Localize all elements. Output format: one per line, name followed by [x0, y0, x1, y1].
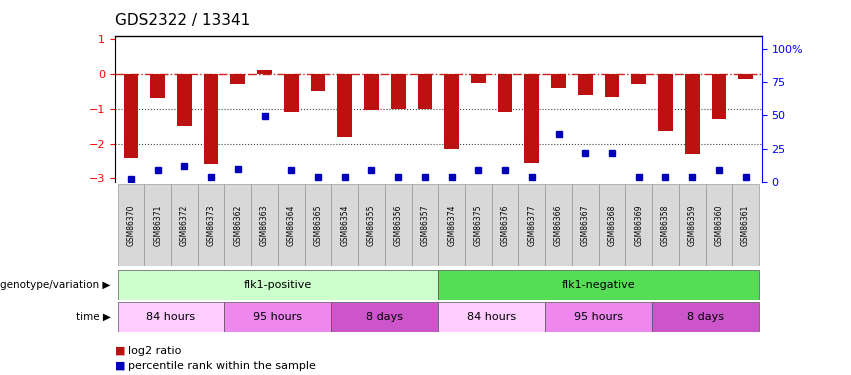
Bar	[732, 184, 759, 266]
Bar	[498, 74, 512, 112]
Bar	[524, 74, 540, 163]
Bar	[358, 184, 385, 266]
Bar	[225, 184, 251, 266]
Bar	[177, 74, 191, 126]
Bar	[652, 184, 679, 266]
Text: GDS2322 / 13341: GDS2322 / 13341	[115, 13, 250, 28]
Bar	[438, 184, 465, 266]
Bar	[225, 302, 331, 332]
Bar	[438, 302, 545, 332]
Text: GSM86363: GSM86363	[260, 204, 269, 246]
Text: GSM86358: GSM86358	[661, 204, 670, 246]
Text: 95 hours: 95 hours	[574, 312, 623, 322]
Bar	[598, 184, 625, 266]
Text: GSM86362: GSM86362	[233, 204, 243, 246]
Text: GSM86368: GSM86368	[608, 204, 616, 246]
Bar	[151, 74, 165, 98]
Bar	[739, 74, 753, 79]
Bar	[545, 184, 572, 266]
Bar	[311, 74, 325, 92]
Bar	[604, 74, 620, 97]
Text: GSM86371: GSM86371	[153, 204, 163, 246]
Bar	[231, 74, 245, 84]
Bar	[518, 184, 545, 266]
Text: GSM86361: GSM86361	[741, 204, 750, 246]
Bar	[412, 184, 438, 266]
Text: GSM86365: GSM86365	[313, 204, 323, 246]
Bar	[257, 70, 272, 74]
Text: GSM86374: GSM86374	[447, 204, 456, 246]
Bar	[679, 184, 705, 266]
Text: log2 ratio: log2 ratio	[128, 346, 181, 355]
Text: 84 hours: 84 hours	[467, 312, 517, 322]
Bar	[278, 184, 305, 266]
Text: ■: ■	[115, 361, 125, 370]
Text: 84 hours: 84 hours	[146, 312, 196, 322]
Bar	[465, 184, 492, 266]
Bar	[711, 74, 726, 119]
Bar	[123, 74, 138, 158]
Text: ■: ■	[115, 346, 125, 355]
Text: GSM86354: GSM86354	[340, 204, 349, 246]
Bar	[631, 74, 646, 84]
Text: GSM86367: GSM86367	[580, 204, 590, 246]
Bar	[331, 184, 358, 266]
Bar	[652, 302, 759, 332]
Bar	[685, 74, 700, 154]
Bar	[444, 74, 459, 149]
Text: GSM86360: GSM86360	[714, 204, 723, 246]
Text: 8 days: 8 days	[687, 312, 724, 322]
Bar	[385, 184, 412, 266]
Text: time ▶: time ▶	[76, 312, 111, 322]
Text: GSM86356: GSM86356	[394, 204, 403, 246]
Bar	[658, 74, 673, 131]
Text: 8 days: 8 days	[366, 312, 403, 322]
Text: percentile rank within the sample: percentile rank within the sample	[128, 361, 316, 370]
Bar	[391, 74, 406, 109]
Bar	[117, 184, 145, 266]
Bar	[251, 184, 278, 266]
Text: GSM86375: GSM86375	[474, 204, 483, 246]
Text: GSM86355: GSM86355	[367, 204, 376, 246]
Text: GSM86373: GSM86373	[207, 204, 215, 246]
Bar	[171, 184, 197, 266]
Bar	[337, 74, 352, 136]
Bar	[331, 302, 438, 332]
Bar	[305, 184, 331, 266]
Bar	[197, 184, 225, 266]
Text: GSM86370: GSM86370	[127, 204, 135, 246]
Text: GSM86357: GSM86357	[420, 204, 430, 246]
Bar	[492, 184, 518, 266]
Text: GSM86366: GSM86366	[554, 204, 563, 246]
Text: flk1-positive: flk1-positive	[243, 280, 312, 290]
Bar	[578, 74, 592, 95]
Text: genotype/variation ▶: genotype/variation ▶	[0, 280, 111, 290]
Bar	[284, 74, 299, 112]
Bar	[364, 74, 379, 111]
Bar	[551, 74, 566, 88]
Bar	[145, 184, 171, 266]
Bar	[117, 302, 225, 332]
Bar	[203, 74, 219, 165]
Text: GSM86376: GSM86376	[500, 204, 510, 246]
Bar	[438, 270, 759, 300]
Bar	[418, 74, 432, 109]
Text: flk1-negative: flk1-negative	[562, 280, 636, 290]
Bar	[471, 74, 486, 82]
Bar	[572, 184, 598, 266]
Text: GSM86369: GSM86369	[634, 204, 643, 246]
Text: GSM86377: GSM86377	[528, 204, 536, 246]
Bar	[625, 184, 652, 266]
Text: GSM86372: GSM86372	[180, 204, 189, 246]
Bar	[705, 184, 732, 266]
Text: 95 hours: 95 hours	[254, 312, 302, 322]
Bar	[545, 302, 652, 332]
Text: GSM86359: GSM86359	[688, 204, 697, 246]
Bar	[117, 270, 438, 300]
Text: GSM86364: GSM86364	[287, 204, 296, 246]
